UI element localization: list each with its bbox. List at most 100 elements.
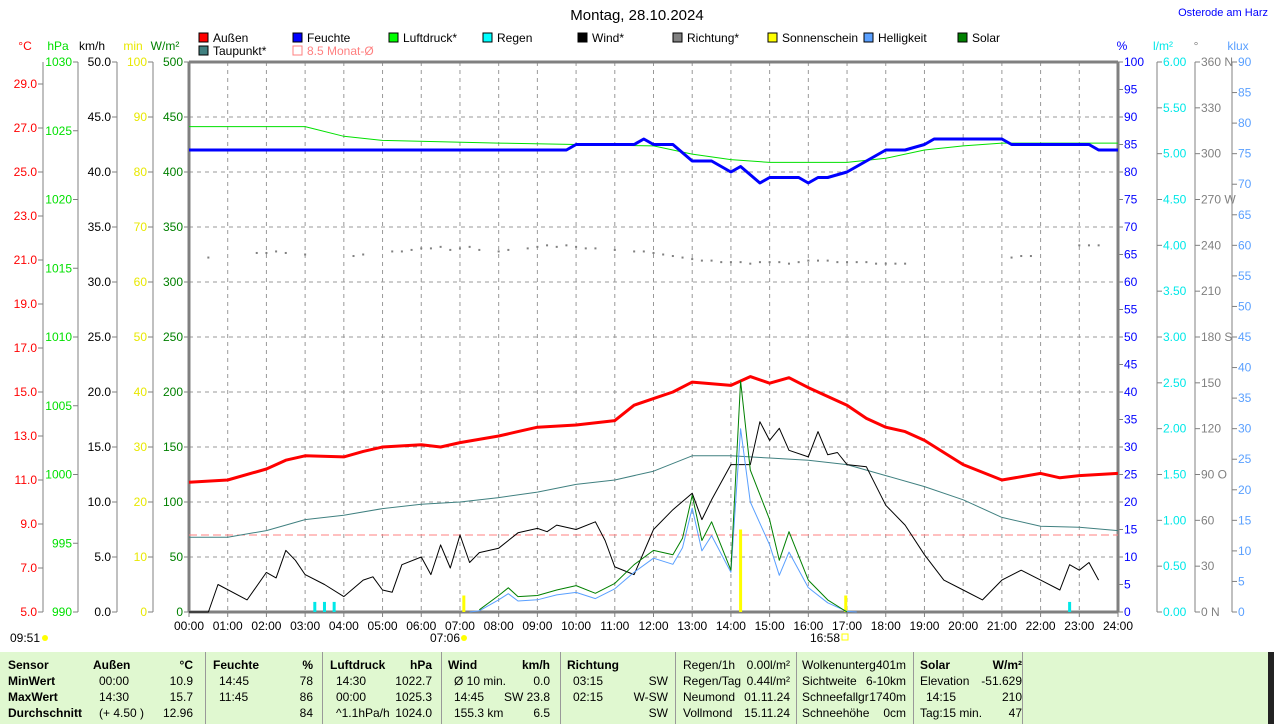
regen-label: Neumond	[683, 690, 736, 704]
axis-tick-label: 20.0	[88, 385, 112, 399]
axis-tick-label: 1000	[45, 468, 72, 482]
direction-point	[1020, 255, 1023, 258]
direction-point	[304, 253, 307, 256]
luftdruck-value: 1022.7	[395, 674, 432, 688]
direction-point	[797, 261, 800, 264]
x-axis-tick-label: 09:00	[522, 619, 552, 633]
axis-tick-label: 90	[1238, 55, 1252, 69]
axis-tick-label: 85	[1124, 138, 1138, 152]
axis-tick-label: 25.0	[14, 165, 38, 179]
legend-swatch	[577, 32, 588, 43]
series-line-luftdruck	[189, 126, 1118, 163]
direction-point	[633, 250, 636, 253]
legend-label: Außen	[213, 31, 248, 45]
feuchte-time: 11:45	[219, 690, 249, 704]
axis-tick-label: 100	[163, 495, 183, 509]
axis-unit-solar: W/m²	[151, 39, 180, 53]
axis-tick-label: 60	[1124, 275, 1138, 289]
solar-label: Elevation	[920, 674, 970, 688]
sunrise-icon	[461, 635, 467, 641]
direction-point	[284, 251, 287, 254]
axis-tick-label: 9.0	[20, 517, 37, 531]
table-separator	[441, 652, 442, 724]
axis-unit-rain: l/m²	[1153, 39, 1173, 53]
day-length-label: 09:51	[10, 631, 40, 645]
axis-tick-label: 25	[1238, 452, 1252, 466]
axis-tick-label: 65	[1238, 208, 1252, 222]
direction-point	[255, 251, 258, 254]
aussen-value: 12.96	[162, 706, 193, 720]
row-label: MinWert	[8, 674, 56, 688]
chart-title: Montag, 28.10.2024	[570, 7, 703, 24]
axis-tick-label: 70	[1238, 177, 1252, 191]
luftdruck-value: 1025.3	[395, 690, 432, 704]
axis-tick-label: 50	[170, 550, 184, 564]
x-axis-tick-label: 01:00	[213, 619, 243, 633]
axis-tick-label: 300	[163, 275, 183, 289]
axis-tick-label: 13.0	[14, 429, 38, 443]
axis-tick-label: 25	[1124, 468, 1138, 482]
axis-tick-label: 360 N	[1201, 55, 1233, 69]
axis-tick-label: 40	[1238, 361, 1252, 375]
sunset-label: 16:58	[810, 631, 840, 645]
legend-swatch	[198, 32, 209, 43]
aussen-header: Außen	[93, 658, 131, 672]
axis-tick-label: 65	[1124, 248, 1138, 262]
direction-point	[855, 261, 858, 264]
direction-point	[865, 261, 868, 264]
axis-tick-label: 210	[1201, 284, 1221, 298]
axis-tick-label: 15.0	[88, 440, 112, 454]
axis-tick-label: 30	[1124, 440, 1138, 454]
luftdruck-time: 00:00	[336, 690, 367, 704]
direction-point	[884, 262, 887, 265]
direction-point	[807, 259, 810, 262]
axis-tick-label: 35.0	[88, 220, 112, 234]
axis-tick-label: 5.50	[1163, 101, 1187, 115]
aussen-value: 15.7	[169, 690, 193, 704]
direction-point	[1087, 244, 1090, 247]
axis-tick-label: 100	[127, 55, 147, 69]
axis-tick-label: 75	[1124, 193, 1138, 207]
axis-tick-label: 330	[1201, 101, 1221, 115]
axis-unit-lux: klux	[1227, 39, 1248, 53]
sun-icon	[42, 635, 48, 641]
axis-tick-label: 17.0	[14, 341, 38, 355]
feuchte-header: Feuchte	[213, 658, 260, 672]
series-line-feuchte	[189, 137, 1118, 185]
direction-point	[400, 250, 403, 253]
axis-tick-label: 5.0	[94, 550, 111, 564]
axis-tick-label: 60	[1201, 513, 1215, 527]
axis-tick-label: 3.00	[1163, 330, 1187, 344]
luftdruck-unit: hPa	[409, 658, 432, 672]
axis-tick-label: 990	[52, 605, 72, 619]
axis-tick-label: 1025	[45, 124, 72, 138]
x-axis-tick-label: 04:00	[329, 619, 359, 633]
axis-tick-label: 70	[134, 220, 148, 234]
axis-tick-label: 75	[1238, 147, 1252, 161]
axis-tick-label: 30.0	[88, 275, 112, 289]
x-axis-tick-label: 20:00	[948, 619, 978, 633]
richtung-value: W-SW	[633, 690, 668, 704]
axis-tick-label: 45.0	[88, 110, 112, 124]
axis-tick-label: 15	[1124, 523, 1138, 537]
axis-tick-label: 70	[1124, 220, 1138, 234]
legend-label: Taupunkt*	[213, 44, 267, 58]
series-line-helligkeit	[469, 428, 857, 613]
x-axis-tick-label: 23:00	[1064, 619, 1094, 633]
wolken-value: 401m	[875, 658, 906, 672]
legend-label: Regen	[497, 31, 532, 45]
scrollbar[interactable]	[1268, 652, 1274, 724]
direction-point	[613, 248, 616, 251]
axis-tick-label: 500	[163, 55, 183, 69]
axis-tick-label: 180 S	[1201, 330, 1232, 344]
statistics-table: Sensor MinWert MaxWert Durchschnitt Außen °C 0…	[0, 652, 1268, 724]
direction-point	[391, 250, 394, 253]
feuchte-unit: %	[302, 658, 313, 672]
data-marks	[188, 126, 1119, 613]
sunrise-label: 07:06	[430, 631, 460, 645]
direction-point	[1097, 244, 1100, 247]
axis-tick-label: 995	[52, 536, 72, 550]
wolken-label: Schneefallgr	[802, 690, 869, 704]
axis-tick-label: 1030	[45, 55, 72, 69]
direction-point	[362, 253, 365, 256]
